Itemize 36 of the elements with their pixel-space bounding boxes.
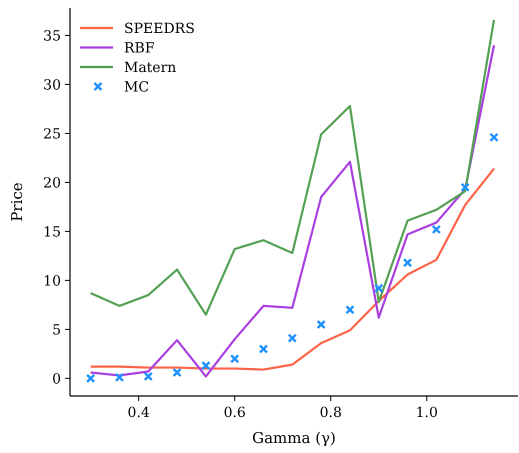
x-tick-label: 1.0	[416, 405, 438, 421]
y-axis-title: Price	[8, 182, 26, 222]
y-tick-label: 35	[43, 28, 61, 44]
line-series	[90, 44, 496, 378]
point	[230, 354, 240, 364]
line-series	[90, 18, 496, 316]
point	[201, 360, 211, 370]
y-tick-label: 25	[43, 126, 61, 142]
y-tick-label: 5	[52, 322, 61, 338]
point	[316, 320, 326, 330]
point	[460, 182, 470, 192]
point	[288, 333, 298, 343]
point	[489, 132, 499, 142]
line-series	[90, 168, 496, 371]
point	[114, 372, 124, 382]
y-tick-label: 15	[43, 224, 61, 240]
y-tick-label: 30	[43, 77, 61, 94]
x-tick-label: 0.4	[128, 405, 150, 421]
legend-label: Matern	[124, 60, 176, 76]
x-tick-label: 0.6	[224, 405, 246, 421]
point	[402, 258, 412, 268]
legend-label: RBF	[124, 40, 155, 56]
y-tick-label: 20	[43, 175, 61, 192]
point	[172, 368, 182, 378]
point	[374, 284, 384, 293]
point	[345, 305, 355, 314]
legend-label: MC	[124, 79, 150, 96]
point	[144, 372, 153, 382]
point	[86, 374, 96, 384]
point	[258, 344, 268, 354]
y-tick-label: 0	[52, 371, 61, 388]
x-axis-title: Gamma (γ)	[252, 429, 336, 447]
x-tick-label: 0.8	[320, 405, 342, 421]
legend-label: SPEEDRS	[124, 20, 195, 37]
point	[432, 224, 442, 234]
y-tick-label: 10	[43, 273, 61, 290]
